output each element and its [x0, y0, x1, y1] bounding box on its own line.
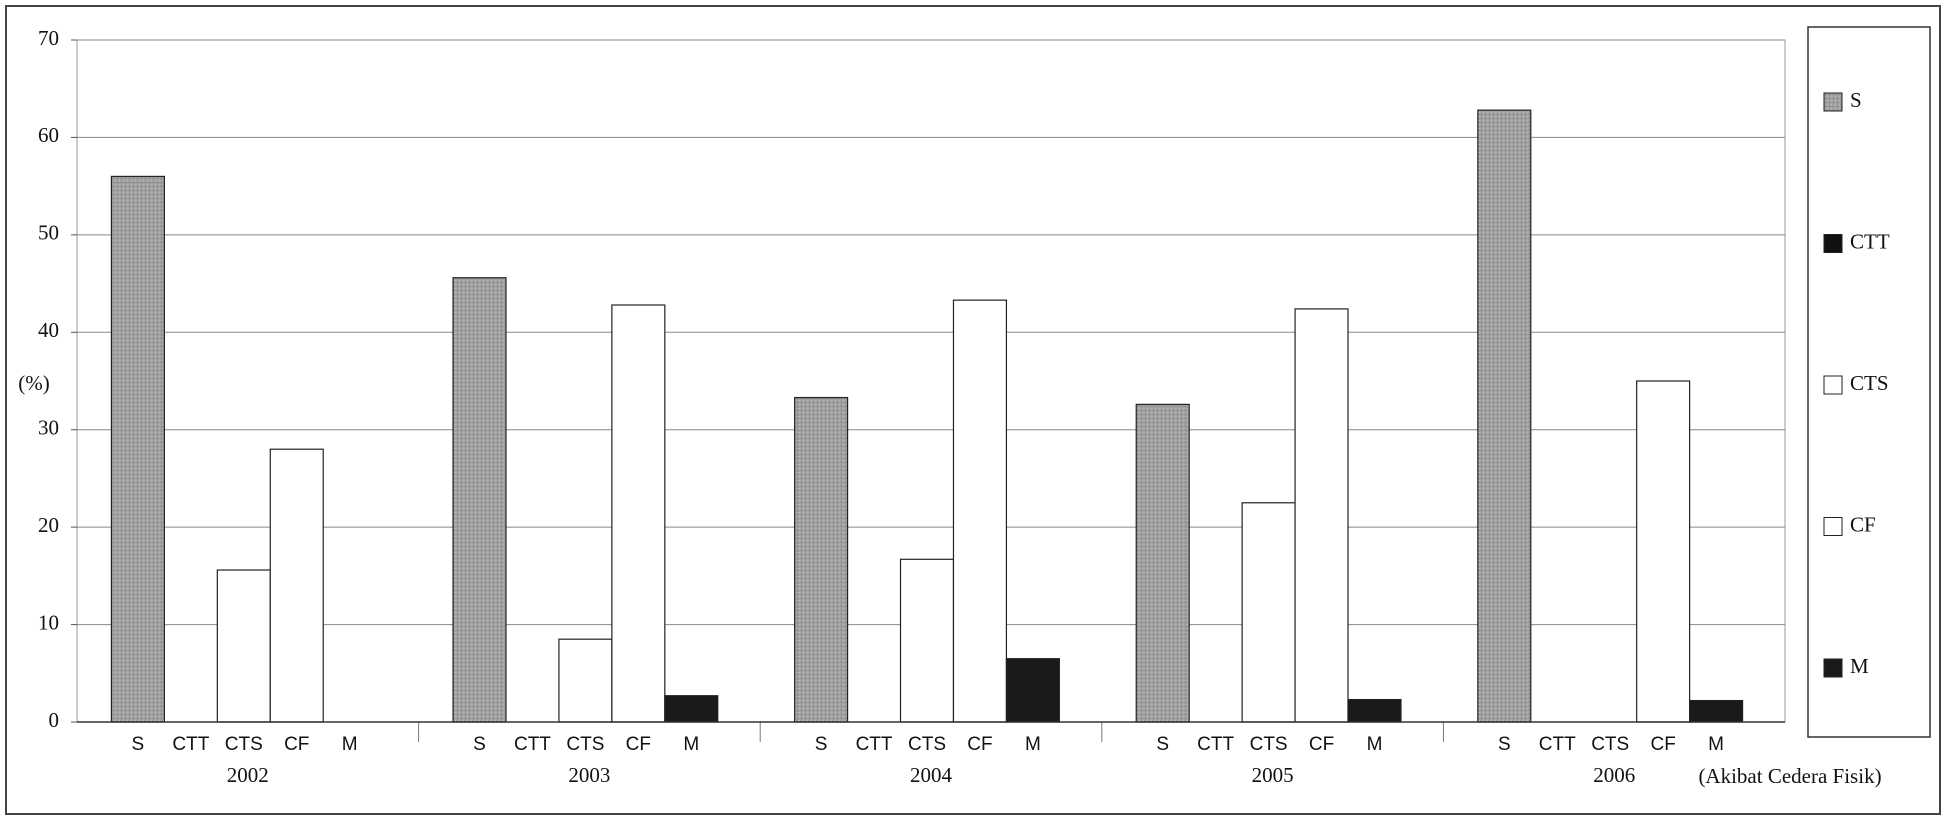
- bar: [611, 304, 666, 723]
- sub-category-label: CTT: [514, 734, 551, 755]
- x-tick-label: 2004: [910, 763, 953, 787]
- bar: [1477, 109, 1532, 723]
- sub-category-label: CF: [967, 734, 992, 755]
- bar: [899, 558, 955, 723]
- y-tick-label: 70: [38, 26, 59, 50]
- sub-category-label: M: [1708, 734, 1724, 755]
- y-tick-label: 0: [49, 708, 60, 732]
- sub-category-label: M: [1025, 734, 1041, 755]
- sub-category-label: CTS: [908, 734, 946, 755]
- y-tick-label: 60: [38, 123, 59, 147]
- sub-category-label: CF: [284, 734, 309, 755]
- sub-category-label: S: [1498, 734, 1511, 755]
- frame: [5, 5, 1941, 815]
- y-tick-label: 30: [38, 416, 59, 440]
- sub-category-label: M: [342, 734, 358, 755]
- x-tick-label: 2002: [227, 763, 269, 787]
- bar: [664, 695, 719, 723]
- legend-label: S: [1850, 88, 1862, 112]
- bar: [1689, 699, 1744, 723]
- y-tick-label: 40: [38, 318, 59, 342]
- legend-box: [1807, 26, 1931, 738]
- sub-category-label: M: [683, 734, 699, 755]
- sub-category-label: S: [132, 734, 145, 755]
- sub-category-label: S: [1156, 734, 1169, 755]
- sub-category-label: CTT: [1539, 734, 1576, 755]
- bar: [452, 277, 507, 723]
- x-tick-label: 2005: [1252, 763, 1294, 787]
- bar: [1005, 658, 1060, 723]
- legend-swatch: [1823, 517, 1843, 536]
- bar: [110, 175, 165, 723]
- legend-label: CF: [1850, 512, 1876, 536]
- sub-category-label: CTT: [1197, 734, 1234, 755]
- sub-category-label: CTS: [566, 734, 604, 755]
- sub-category-label: CF: [1650, 734, 1675, 755]
- sub-category-label: CTT: [856, 734, 893, 755]
- legend-label: M: [1850, 654, 1869, 678]
- sub-category-label: M: [1367, 734, 1383, 755]
- y-axis-label: (%): [18, 371, 49, 395]
- legend-swatch: [1823, 92, 1843, 112]
- legend-swatch: [1823, 658, 1843, 678]
- legend-label: CTT: [1850, 229, 1890, 253]
- bar: [558, 638, 613, 723]
- bar: [1294, 308, 1349, 723]
- y-tick-label: 10: [38, 610, 59, 634]
- legend-swatch: [1823, 234, 1843, 253]
- bar: [952, 299, 1008, 723]
- bar: [1135, 403, 1190, 723]
- bar: [1347, 698, 1402, 723]
- sub-category-label: CF: [1309, 734, 1334, 755]
- bar: [1636, 380, 1691, 723]
- sub-category-label: CTS: [225, 734, 263, 755]
- bar: [216, 569, 271, 723]
- sub-category-label: CTS: [1250, 734, 1288, 755]
- x-tick-label: 2003: [568, 763, 610, 787]
- sub-category-label: CTS: [1591, 734, 1629, 755]
- sub-category-label: S: [473, 734, 486, 755]
- x-tick-label: 2006: [1593, 763, 1635, 787]
- y-tick-label: 50: [38, 221, 59, 245]
- sub-category-label: S: [815, 734, 828, 755]
- x-axis-label: (Akibat Cedera Fisik): [1698, 764, 1881, 788]
- sub-category-label: CTT: [172, 734, 209, 755]
- bar: [269, 448, 324, 723]
- legend-swatch: [1823, 375, 1843, 395]
- legend-label: CTS: [1850, 371, 1889, 395]
- sub-category-label: CF: [626, 734, 651, 755]
- bar: [1241, 502, 1296, 723]
- y-tick-label: 20: [38, 513, 59, 537]
- bar: [794, 396, 849, 723]
